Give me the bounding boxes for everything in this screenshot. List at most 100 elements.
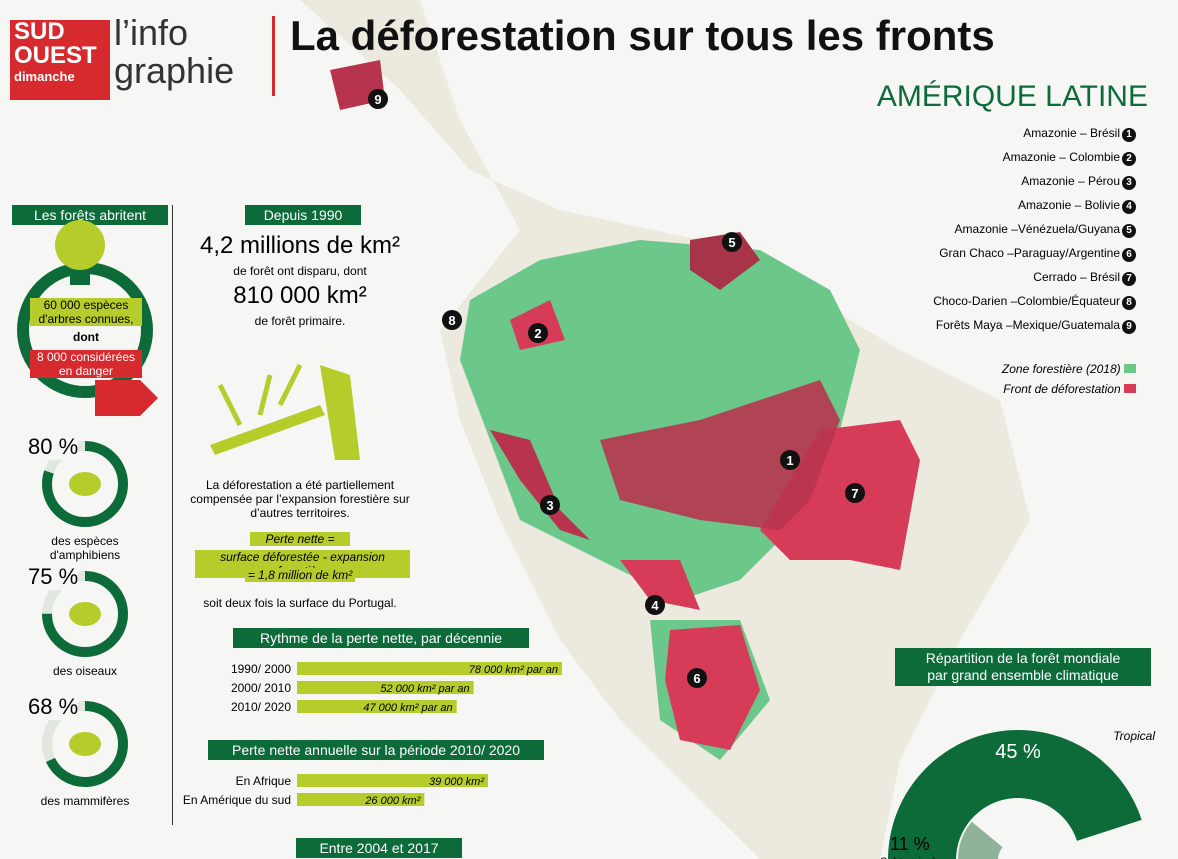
row-label: En Afrique: [236, 774, 292, 788]
front-number: 2: [1122, 152, 1136, 166]
front-number: 3: [1122, 176, 1136, 190]
row-label: En Amérique du sud: [183, 793, 291, 807]
group-percent: 75 %: [28, 564, 79, 590]
map-marker-label: 2: [534, 326, 541, 341]
map-marker: [780, 450, 800, 470]
front-number: 6: [1122, 248, 1136, 262]
caption: de forêt primaire.: [254, 314, 346, 328]
trees-text: dont: [73, 330, 99, 344]
formula: = 1,8 million de km²: [245, 568, 355, 582]
rates-title: Rythme de la perte nette, par décennie: [233, 628, 529, 648]
front-zone: [760, 420, 920, 570]
animal-icon: [69, 732, 101, 756]
climate-arc: [888, 730, 1142, 859]
front-item: Amazonie – Pérou 3: [1021, 174, 1136, 190]
danger-arrow: [95, 380, 158, 416]
map-marker: [722, 232, 742, 252]
climate-title: Répartition de la forêt mondiale par gran…: [895, 648, 1151, 686]
title: La déforestation sur tous les fronts: [290, 12, 995, 59]
front-label: Amazonie – Pérou: [1021, 174, 1120, 188]
animal-icon: [69, 602, 101, 626]
group-caption: des espèces d'amphibiens: [49, 534, 121, 562]
bar: [297, 700, 457, 713]
front-number: 7: [1122, 272, 1136, 286]
row-label: 2000/ 2010: [231, 681, 291, 695]
climate-percent: 11 %: [890, 834, 930, 854]
trees-text: 8 000 considérées en danger: [30, 350, 142, 378]
group-percent: 68 %: [28, 694, 79, 720]
annual-title: Perte nette annuelle sur la période 2010…: [208, 740, 544, 760]
front-item: Amazonie – Colombie 2: [1003, 150, 1136, 166]
legend-item: Front de déforestation: [1003, 382, 1136, 396]
rings: [17, 220, 158, 787]
map-marker: [645, 595, 665, 615]
bars: 1990/ 2000 78 000 km² par an 2000/ 2010 52 …: [183, 662, 562, 807]
front-item: Amazonie – Brésil 1: [1023, 126, 1136, 142]
front-number: 4: [1122, 200, 1136, 214]
legend-label: Front de déforestation: [1003, 382, 1121, 396]
map-marker-label: 6: [693, 671, 700, 686]
brand: SUD OUEST dimanche: [10, 20, 110, 100]
front-label: Amazonie –Vénézuela/Guyana: [954, 222, 1120, 236]
climate-title-1: Répartition de la forêt mondiale: [925, 650, 1121, 666]
ring-value: [42, 571, 128, 657]
bar: [297, 774, 488, 787]
climate-title-2: par grand ensemble climatique: [927, 667, 1119, 683]
map-marker-label: 8: [448, 313, 455, 328]
legend-swatch: [1124, 384, 1136, 393]
front-label: Amazonie – Brésil: [1023, 126, 1120, 140]
front-item: Amazonie –Vénézuela/Guyana 5: [955, 222, 1136, 238]
formula: Perte nette =: [250, 532, 350, 546]
front-number: 5: [1122, 224, 1136, 238]
group-caption: des mammifères: [40, 794, 130, 808]
map-marker: [687, 668, 707, 688]
row-label: 2010/ 2020: [231, 700, 291, 714]
section: l’info graphie: [114, 14, 234, 90]
bar: [297, 681, 474, 694]
front-zone: [600, 380, 840, 530]
legend-item: Zone forestière (2018): [1002, 362, 1136, 376]
group-caption: des oiseaux: [52, 664, 118, 678]
separator: [172, 205, 173, 825]
front-item: Forêts Maya –Mexique/Guatemala 9: [936, 318, 1136, 334]
row-label: 1990/ 2000: [231, 662, 291, 676]
footer-title: Entre 2004 et 2017: [296, 838, 462, 858]
front-number: 9: [1122, 320, 1136, 334]
brand-bottom: dimanche: [14, 69, 75, 84]
total: 4,2 millions de km²: [199, 232, 401, 259]
map-marker-label: 1: [786, 453, 793, 468]
ring-value: [42, 441, 128, 527]
section-1: l’info: [114, 12, 189, 53]
front-label: Amazonie – Bolivie: [1017, 198, 1120, 212]
brand-top: SUD: [14, 18, 65, 45]
map-marker-label: 3: [546, 498, 553, 513]
brand-mid: OUEST: [14, 42, 97, 69]
front-number: 8: [1122, 296, 1136, 310]
ring-value: [42, 701, 128, 787]
front-item: Gran Chaco –Paraguay/Argentine 6: [939, 246, 1136, 262]
front-item: Choco-Darien –Colombie/Équateur 8: [933, 294, 1136, 310]
climate-percent: 45 %: [995, 741, 1041, 763]
comparison: soit deux fois la surface du Portugal.: [203, 596, 397, 610]
bar-label: 52 000 km² par an: [380, 683, 469, 695]
front-label: Gran Chaco –Paraguay/Argentine: [939, 246, 1120, 260]
bar-label: 26 000 km²: [364, 795, 420, 807]
front-label: Cerrado – Brésil: [1033, 270, 1120, 284]
region: AMÉRIQUE LATINE: [876, 80, 1148, 113]
map-marker-label: 4: [651, 598, 659, 613]
caption: de forêt ont disparu, dont: [233, 264, 367, 278]
tree-icon: [55, 220, 105, 270]
bar-label: 39 000 km²: [429, 776, 484, 788]
trees-text: 60 000 espèces d'arbres connues,: [30, 298, 142, 326]
species-title: Les forêts abritent: [12, 205, 168, 225]
section-2: graphie: [114, 50, 235, 91]
divider: [272, 16, 275, 96]
map-marker: [528, 323, 548, 343]
front-number: 1: [1122, 128, 1136, 142]
front-zone: [690, 232, 760, 290]
bar-label: 78 000 km² par an: [469, 664, 558, 676]
front-zone: [490, 430, 590, 540]
climate-arc: [958, 821, 1003, 859]
